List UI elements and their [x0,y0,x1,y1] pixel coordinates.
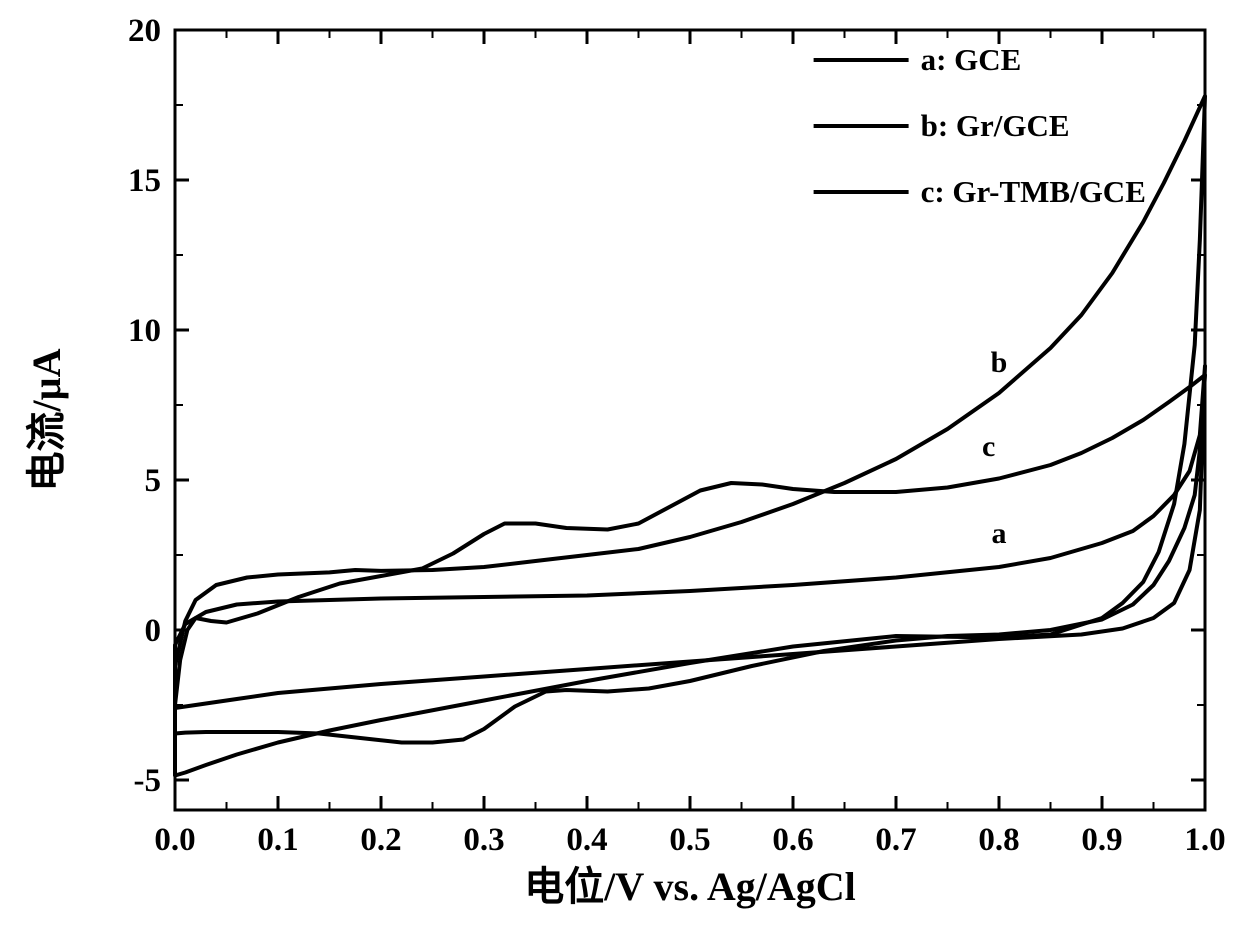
ytick-label: 10 [128,313,161,349]
legend-label: c: Gr-TMB/GCE [921,174,1146,209]
xtick-label: 0.0 [154,822,195,858]
curve-label-b: b [991,346,1008,379]
xtick-label: 0.1 [257,822,298,858]
xtick-label: 0.2 [360,822,401,858]
curve-label-c: c [982,430,995,463]
cv-chart: { "chart": { "type": "line", "background… [0,0,1240,928]
ytick-label: 20 [128,13,161,49]
xtick-label: 0.9 [1081,822,1122,858]
xtick-label: 0.7 [875,822,916,858]
xtick-label: 0.8 [978,822,1019,858]
legend-label: a: GCE [921,42,1022,77]
xtick-label: 0.3 [463,822,504,858]
xtick-label: 1.0 [1184,822,1225,858]
xtick-label: 0.5 [669,822,710,858]
curve-label-a: a [992,517,1007,550]
ytick-label: 0 [145,613,162,649]
y-axis-title: 电流/µA [24,348,69,491]
ytick-label: 15 [128,163,161,199]
cv-svg: 0.0 0.1 0.2 0.3 0.4 0.5 0.6 0.7 0.8 0.9 1.0 -5 0 5 10 1… [0,0,1240,928]
xtick-label: 0.6 [772,822,813,858]
xtick-label: 0.4 [566,822,607,858]
x-axis-title: 电位/V vs. Ag/AgCl [524,864,856,909]
legend-label: b: Gr/GCE [921,108,1070,143]
ytick-label: -5 [134,763,162,799]
ytick-label: 5 [145,463,162,499]
